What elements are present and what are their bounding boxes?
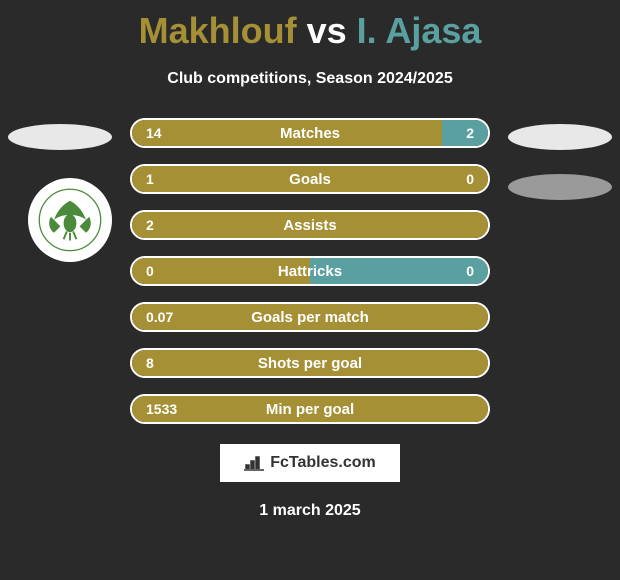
eagle-icon: [38, 188, 102, 252]
stat-value-right: 0: [466, 166, 474, 192]
decorative-ellipse: [508, 124, 612, 150]
stat-row: Hattricks0 0: [130, 256, 490, 286]
footer-brand: FcTables.com: [220, 444, 400, 482]
stat-row: Shots per goal8: [130, 348, 490, 378]
stat-label: Assists: [132, 212, 488, 238]
footer-date: 1 march 2025: [0, 502, 620, 520]
stat-value-left: 2: [146, 212, 154, 238]
stat-row: Min per goal1533: [130, 394, 490, 424]
stat-value-left: 1: [146, 166, 154, 192]
vs-text: vs: [307, 10, 347, 51]
stat-label: Hattricks: [132, 258, 488, 284]
stat-value-left: 0: [146, 258, 154, 284]
club-logo-left: [28, 178, 112, 262]
stat-label: Matches: [132, 120, 488, 146]
chart-icon: [244, 455, 264, 471]
decorative-ellipse: [508, 174, 612, 200]
stat-value-left: 0.07: [146, 304, 173, 330]
stat-row: Goals per match0.07: [130, 302, 490, 332]
stat-value-right: 0: [466, 258, 474, 284]
stat-value-right: 2: [466, 120, 474, 146]
stat-value-left: 8: [146, 350, 154, 376]
stat-label: Goals per match: [132, 304, 488, 330]
subtitle: Club competitions, Season 2024/2025: [0, 70, 620, 88]
stat-value-left: 14: [146, 120, 162, 146]
stats-bars: Matches142Goals10Assists2Hattricks00Goal…: [130, 118, 490, 424]
stat-value-left: 1533: [146, 396, 177, 422]
brand-text: FcTables.com: [270, 454, 376, 472]
stat-row: Assists2: [130, 210, 490, 240]
player2-name: I. Ajasa: [357, 10, 482, 51]
player1-name: Makhlouf: [139, 10, 297, 51]
comparison-title: Makhlouf vs I. Ajasa: [0, 0, 620, 52]
stat-row: Matches14 2: [130, 118, 490, 148]
stat-row: Goals1 0: [130, 164, 490, 194]
stat-label: Shots per goal: [132, 350, 488, 376]
stat-label: Goals: [132, 166, 488, 192]
decorative-ellipse: [8, 124, 112, 150]
stat-label: Min per goal: [132, 396, 488, 422]
